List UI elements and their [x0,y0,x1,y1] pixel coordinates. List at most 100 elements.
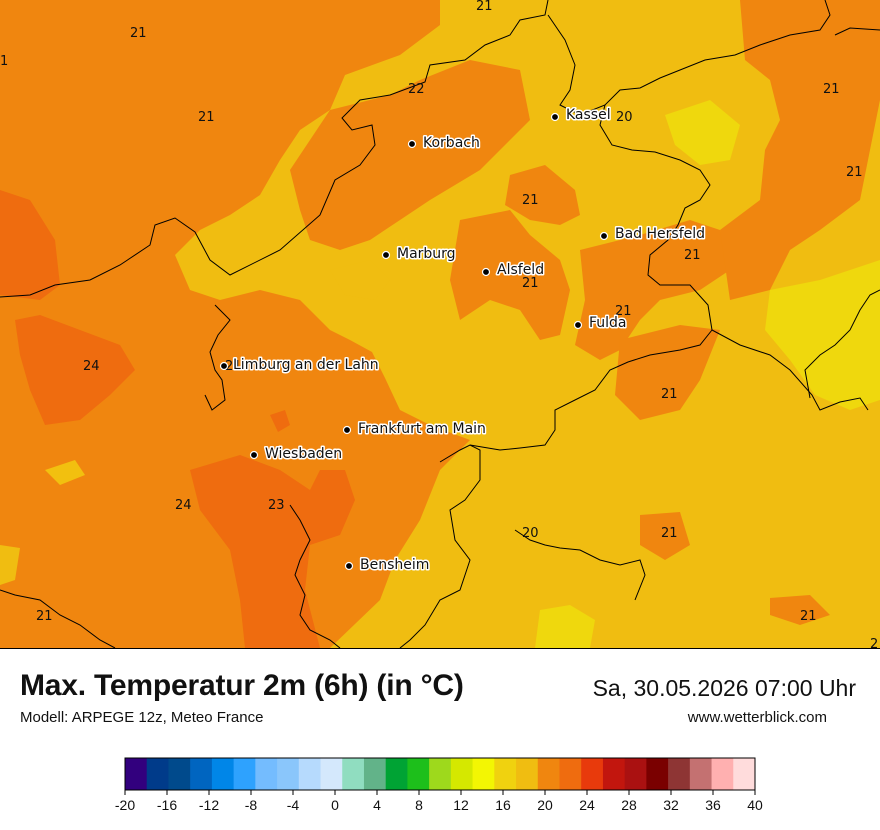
field-zone-24-26-sw [190,455,355,648]
legend-tick-label: 40 [747,797,763,813]
city-label-limburg: Limburg an der Lahn [233,357,379,373]
field-zone-22-24-east-mid [615,325,720,420]
legend-swatch [537,758,560,790]
map-title: Max. Temperatur 2m (6h) (in °C) [20,669,464,702]
city-dot [381,250,391,260]
legend-tick-label: 24 [579,797,595,813]
field-zone-20-22-sw-edge [0,545,20,585]
field-zone-22-24-north-c [505,165,580,225]
field-zone-20-22-marburg [330,260,390,300]
field-zone-22-24-west [0,0,470,648]
legend-swatch [255,758,278,790]
legend-swatch [559,758,582,790]
legend-swatch [320,758,343,790]
field-zone-18-20-ne-mid [765,260,880,410]
legend-swatch [581,758,604,790]
legend-swatch [277,758,300,790]
legend-swatch [168,758,191,790]
field-zone-18-20-sw [45,460,85,485]
field-zone-22-24-ne [720,0,880,300]
field-zone-24-26-blob [270,410,290,432]
legend-tick-label: 8 [415,797,423,813]
field-zone-22-24-east-strip [575,220,730,360]
website-link[interactable]: www.wetterblick.com [687,709,827,726]
legend-swatch [146,758,169,790]
city-label-alsfeld: Alsfeld [497,262,544,278]
legend-swatch [233,758,256,790]
value-label: 21 [661,526,678,541]
city-label-korbach: Korbach [423,135,480,151]
legend-tick-label: 28 [621,797,637,813]
legend-swatch [342,758,365,790]
city-dot [481,267,491,277]
city-dot [219,361,229,371]
legend-swatch [689,758,713,790]
legend-swatch [516,758,539,790]
legend-tick-label: 12 [453,797,469,813]
field-zone-24-26-w2 [15,315,135,425]
legend-swatch [407,758,430,790]
temperature-field: 21 21 22 21 20 21 21 21 21 21 21 24 21 2… [0,0,880,648]
value-label: 21 [615,304,632,319]
city-label-fulda: Fulda [589,315,627,331]
value-label: 24 [83,359,100,374]
value-label: 24 [175,498,192,513]
legend-tick-label: -16 [157,797,177,813]
value-label: 21 [198,110,215,125]
value-labels: 21 21 22 21 20 21 21 21 21 21 21 24 21 2… [0,0,878,648]
city-dot [344,561,354,571]
city-label-bensheim: Bensheim [360,557,429,573]
value-label: 20 [522,526,539,541]
legend-swatch [429,758,452,790]
value-label: 21 [522,276,539,291]
city-label-marburg: Marburg [397,246,456,262]
legend-swatch [190,758,213,790]
city-dot [407,139,417,149]
city-label-wiesbaden: Wiesbaden [265,446,342,462]
legend-tick-labels: -20 -16 -12 -8 -4 0 4 8 12 16 20 24 28 32 36 40 [115,790,763,813]
value-label: 2 [870,637,878,648]
value-label: 21 [130,26,147,41]
legend-swatch [298,758,322,790]
value-label: 21 [522,193,539,208]
value-label: 21 [661,387,678,402]
city-dot [599,231,609,241]
city-dot [342,425,352,435]
value-label: 20 [616,110,633,125]
weather-map: 21 21 22 21 20 21 21 21 21 21 21 24 21 2… [0,0,880,649]
value-label: 21 [800,609,817,624]
legend-swatch [711,758,734,790]
legend-tick-label: -8 [245,797,258,813]
legend-swatch [668,758,691,790]
legend-tick-label: 0 [331,797,339,813]
value-label: 23 [268,498,285,513]
field-zone-24-26-w1 [0,190,60,300]
legend-swatch [211,758,235,790]
state-borders [0,0,880,648]
legend-swatch [624,758,647,790]
legend-swatch [363,758,387,790]
legend-tick-label: 32 [663,797,679,813]
city-label-kassel: Kassel [566,107,611,123]
value-label: 21 [823,82,840,97]
field-zone-22-24-central [450,210,570,340]
legend-color-bar [124,757,756,791]
legend-tick-label: 20 [537,797,553,813]
legend-outline [124,757,756,791]
city-dot [249,450,259,460]
legend-tick-label: 16 [495,797,511,813]
city-label-frankfurt: Frankfurt am Main [358,421,486,437]
model-info: Modell: ARPEGE 12z, Meteo France [20,709,264,726]
legend-tick-label: 36 [705,797,721,813]
legend-swatch [125,758,148,790]
field-zone-22-24-se1 [640,512,690,560]
value-label: 21 [684,248,701,263]
legend-swatch [472,758,495,790]
value-label: 1 [0,54,8,69]
color-legend: -20 -16 -12 -8 -4 0 4 8 12 16 20 24 28 32 36 40 [115,757,763,813]
value-label: 21 [225,359,242,374]
legend-swatch [733,758,756,790]
forecast-datetime: Sa, 30.05.2026 07:00 Uhr [592,675,856,701]
value-label: 21 [476,0,493,14]
city-markers: Kassel Korbach Bad Hersfeld Marburg Alsf… [219,106,707,575]
